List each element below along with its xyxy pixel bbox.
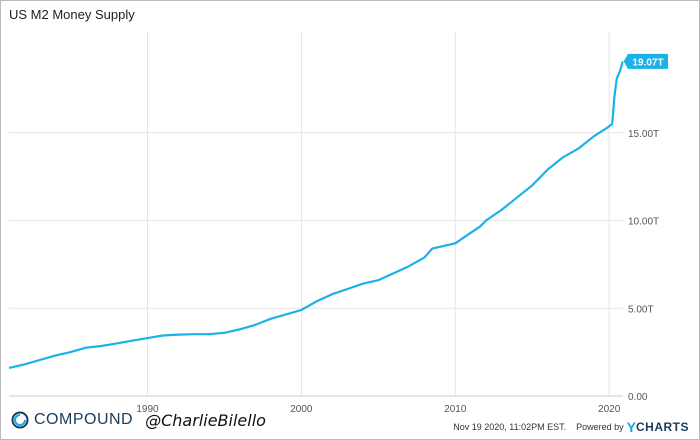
chart-title: US M2 Money Supply <box>9 7 135 22</box>
y-tick-label: 15.00T <box>628 129 659 140</box>
brand-name: COMPOUND <box>34 411 134 428</box>
powered-by-label: Powered by <box>576 422 624 432</box>
ycharts-logo-text: CHARTS <box>636 420 689 434</box>
footer-brand: COMPOUND @CharlieBilello <box>11 409 266 431</box>
last-value-callout <box>623 53 668 69</box>
x-tick-label: 2000 <box>290 404 313 415</box>
m2-series-line <box>8 61 624 369</box>
x-tick-label: 2020 <box>598 404 621 415</box>
twitter-handle: @CharlieBilello <box>145 410 266 430</box>
last-value-label: 19.07T <box>632 57 663 68</box>
x-tick-label: 2010 <box>444 404 467 415</box>
y-tick-label: 5.00T <box>628 304 654 315</box>
compound-logo-icon <box>11 411 29 429</box>
source-date: Nov 19 2020, 11:02PM EST. <box>453 422 567 432</box>
y-tick-label: 0.00 <box>628 392 648 403</box>
x-tick-label: 1990 <box>136 404 159 415</box>
footer-meta: Nov 19 2020, 11:02PM EST. Powered by Y C… <box>453 419 689 435</box>
ycharts-logo-y: Y <box>626 419 636 435</box>
y-tick-label: 10.00T <box>628 217 659 228</box>
